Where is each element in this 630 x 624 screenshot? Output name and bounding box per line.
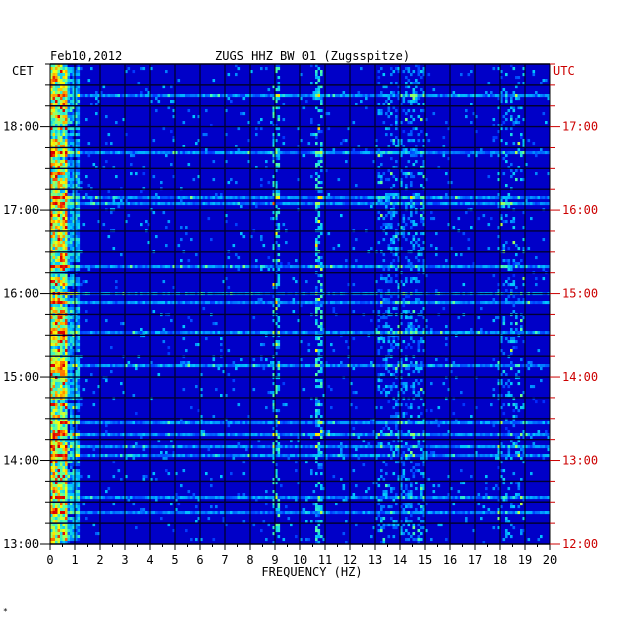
- x-tick-label: 12: [343, 553, 357, 567]
- x-tick-label: 4: [146, 553, 153, 567]
- x-tick-label: 13: [368, 553, 382, 567]
- y-left-tick-label: 15:00: [3, 370, 39, 384]
- y-left-tick-label: 13:00: [3, 537, 39, 551]
- y-right-tick-label: 14:00: [562, 370, 598, 384]
- y-right-tick-label: 12:00: [562, 537, 598, 551]
- x-tick-label: 19: [518, 553, 532, 567]
- y-left-tick-label: 18:00: [3, 120, 39, 134]
- chart-date: Feb10,2012: [50, 49, 122, 63]
- x-tick-label: 20: [543, 553, 557, 567]
- right-timezone-label: UTC: [553, 64, 575, 78]
- y-right-tick-label: 17:00: [562, 120, 598, 134]
- x-tick-label: 7: [221, 553, 228, 567]
- x-tick-label: 18: [493, 553, 507, 567]
- x-tick-label: 11: [318, 553, 332, 567]
- y-left-tick-label: 17:00: [3, 203, 39, 217]
- x-axis-title: FREQUENCY (HZ): [261, 565, 362, 579]
- x-tick-label: 14: [393, 553, 407, 567]
- x-tick-label: 1: [71, 553, 78, 567]
- x-axis: 0 1 2 3 4 5 6 7 8 9 10 11 12 13 14 15 16 17 18 19 20: [46, 544, 557, 567]
- y-left-tick-label: 16:00: [3, 287, 39, 301]
- x-tick-label: 9: [271, 553, 278, 567]
- x-tick-label: 5: [171, 553, 178, 567]
- x-tick-label: 15: [418, 553, 432, 567]
- footnote-mark: *: [3, 607, 8, 616]
- x-tick-label: 17: [468, 553, 482, 567]
- y-right-tick-label: 15:00: [562, 287, 598, 301]
- y-axis-left: 13:00 14:00 15:00 16:00 17:00 18:00: [3, 63, 50, 551]
- x-tick-label: 2: [96, 553, 103, 567]
- x-tick-label: 8: [246, 553, 253, 567]
- y-axis-right: 12:00 13:00 14:00 15:00 16:00 17:00: [550, 63, 598, 551]
- x-tick-label: 6: [196, 553, 203, 567]
- y-right-tick-label: 13:00: [562, 454, 598, 468]
- x-tick-label: 0: [46, 553, 53, 567]
- plot-area: [49, 63, 551, 545]
- y-right-tick-label: 16:00: [562, 203, 598, 217]
- x-tick-label: 16: [443, 553, 457, 567]
- y-left-tick-label: 14:00: [3, 454, 39, 468]
- x-tick-label: 10: [293, 553, 307, 567]
- left-timezone-label: CET: [12, 64, 34, 78]
- x-tick-label: 3: [121, 553, 128, 567]
- chart-title: ZUGS HHZ BW 01 (Zugsspitze): [215, 49, 410, 63]
